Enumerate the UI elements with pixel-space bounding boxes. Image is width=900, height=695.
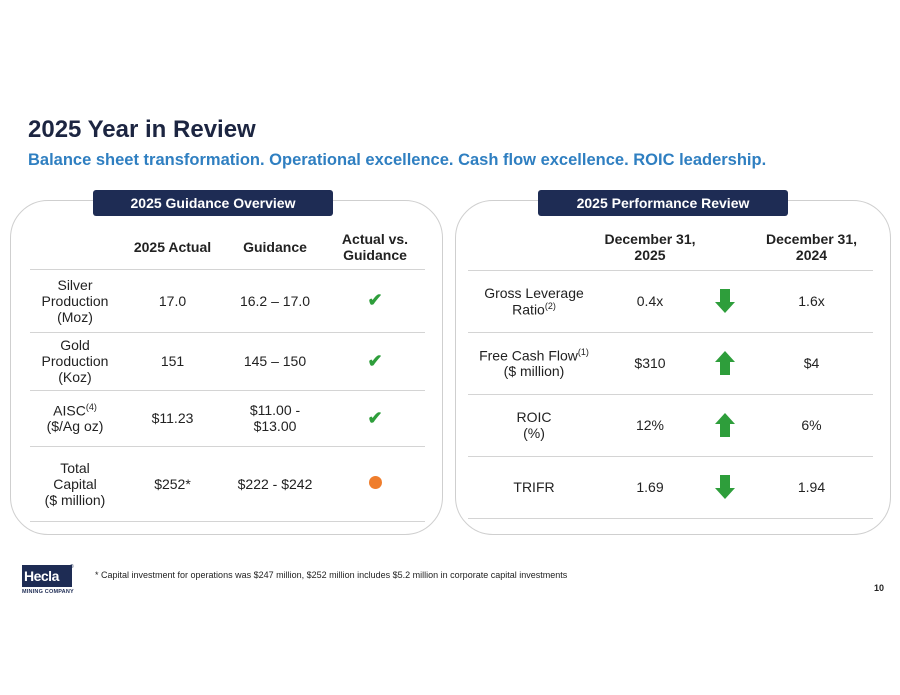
header-line: December 31, <box>765 231 858 248</box>
status-cell: ✔ <box>325 389 425 446</box>
value-2025: 12% <box>600 393 700 456</box>
row-label-line: (%) <box>523 425 545 441</box>
footnote-ref: (2) <box>544 300 556 311</box>
footnote-ref: (4) <box>85 401 97 412</box>
row-label-line: Free Cash Flow <box>479 347 578 364</box>
company-logo: Hecla MINING COMPANY ® <box>22 564 74 595</box>
footnote-ref: (1) <box>577 346 589 357</box>
guidance-header-actual: 2025 Actual <box>133 238 212 255</box>
row-label-line: Gold <box>60 337 90 353</box>
guidance-header-vs-line2: Guidance <box>343 246 407 263</box>
performance-header-trend <box>700 225 750 270</box>
status-cell: ✔ <box>325 268 425 332</box>
trend-cell <box>700 455 750 519</box>
page-title: 2025 Year in Review <box>28 116 256 143</box>
value-2025: 0.4x <box>600 269 700 332</box>
row-label-line: Ratio <box>512 301 545 318</box>
value-2024: 1.6x <box>750 269 873 332</box>
footnote: * Capital investment for operations was … <box>95 570 568 580</box>
guidance-value: 145 – 150 <box>225 331 325 390</box>
guidance-header-vs: Actual vs. Guidance <box>325 225 425 269</box>
row-label-line: ROIC <box>516 409 552 425</box>
orange-dot-icon <box>368 475 382 489</box>
row-label-line: ($/Ag oz) <box>46 418 104 435</box>
page-number: 10 <box>874 583 885 593</box>
table-row: Free Cash Flow(1) ($ million) $310 $4 <box>468 331 873 394</box>
table-row: Total Capital ($ million) $252* $222 - $… <box>30 445 425 522</box>
trend-cell <box>700 331 750 394</box>
row-label: Silver Production (Moz) <box>30 268 120 332</box>
guidance-value: 16.2 – 17.0 <box>225 268 325 332</box>
table-row: Gold Production (Koz) 151 145 – 150 ✔ <box>30 331 425 390</box>
guidance-tag: 2025 Guidance Overview <box>93 190 333 216</box>
actual-value: $11.23 <box>120 389 225 446</box>
trend-cell <box>700 269 750 332</box>
table-row: TRIFR 1.69 1.94 <box>468 455 873 519</box>
row-label-line: Silver <box>57 276 93 293</box>
table-row: AISC(4) ($/Ag oz) $11.23 $11.00 - $13.00… <box>30 389 425 446</box>
check-icon: ✔ <box>367 350 383 371</box>
row-label-line: Production <box>41 353 109 369</box>
guidance-value: $11.00 - $13.00 <box>225 389 325 446</box>
value-2024: $4 <box>750 331 873 394</box>
row-label-line: AISC <box>53 402 86 419</box>
value-2024: 6% <box>750 393 873 456</box>
row-label-line: Total <box>60 459 90 476</box>
row-label-line: ($ million) <box>503 363 565 380</box>
logo-subtitle: MINING COMPANY <box>22 589 74 595</box>
check-icon: ✔ <box>367 290 383 310</box>
value-2025: 1.69 <box>600 455 700 519</box>
logo-wordmark: Hecla <box>22 565 72 587</box>
arrow-up-icon <box>715 413 735 437</box>
guidance-value-line: $11.00 - <box>249 402 301 418</box>
arrow-up-icon <box>715 351 735 375</box>
performance-header-blank <box>468 225 600 270</box>
row-label-line: Production <box>41 292 109 309</box>
row-label-line: ($ million) <box>44 491 106 508</box>
table-row: ROIC (%) 12% 6% <box>468 393 873 456</box>
guidance-header-guidance: Guidance <box>243 238 307 255</box>
row-label: Gold Production (Koz) <box>30 331 120 390</box>
guidance-header-row: 2025 Actual Guidance Actual vs. Guidance <box>30 225 425 269</box>
row-label: Free Cash Flow(1) ($ million) <box>468 331 600 394</box>
guidance-header-blank <box>30 225 120 269</box>
status-cell <box>325 445 425 522</box>
row-label-line: Gross Leverage <box>484 284 584 301</box>
performance-header-2024: December 31, 2024 <box>750 225 873 270</box>
row-label: TRIFR <box>468 455 600 519</box>
row-label-line: (Moz) <box>57 308 93 325</box>
value-2025: $310 <box>600 331 700 394</box>
trend-cell <box>700 393 750 456</box>
guidance-table: 2025 Actual Guidance Actual vs. Guidance… <box>30 225 425 522</box>
registered-mark: ® <box>70 564 74 570</box>
row-label: Gross Leverage Ratio(2) <box>468 269 600 332</box>
arrow-down-icon <box>715 289 735 313</box>
performance-header-row: December 31, 2025 December 31, 2024 <box>468 225 873 270</box>
row-label: ROIC (%) <box>468 393 600 456</box>
actual-value: $252* <box>120 445 225 522</box>
table-row: Silver Production (Moz) 17.0 16.2 – 17.0… <box>30 268 425 332</box>
page-subtitle: Balance sheet transformation. Operationa… <box>28 151 767 169</box>
value-2024: 1.94 <box>750 455 873 519</box>
actual-value: 17.0 <box>120 268 225 332</box>
actual-value: 151 <box>120 331 225 390</box>
guidance-value: $222 - $242 <box>225 445 325 522</box>
guidance-header-vs-line1: Actual vs. <box>341 230 409 247</box>
arrow-down-icon <box>715 475 735 499</box>
check-icon: ✔ <box>367 407 383 428</box>
row-label: Total Capital ($ million) <box>30 445 120 522</box>
guidance-value-line: $13.00 <box>253 418 297 434</box>
row-label-line: Capital <box>53 475 97 492</box>
table-row: Gross Leverage Ratio(2) 0.4x 1.6x <box>468 269 873 332</box>
status-cell: ✔ <box>325 331 425 390</box>
header-line: 2025 <box>634 247 666 264</box>
header-line: 2024 <box>795 247 828 264</box>
performance-header-2025: December 31, 2025 <box>600 225 700 270</box>
row-label-line: (Koz) <box>58 369 92 385</box>
header-line: December 31, <box>604 231 696 248</box>
performance-tag: 2025 Performance Review <box>538 190 788 216</box>
row-label: AISC(4) ($/Ag oz) <box>30 389 120 446</box>
performance-table: December 31, 2025 December 31, 2024 Gros… <box>468 225 873 519</box>
